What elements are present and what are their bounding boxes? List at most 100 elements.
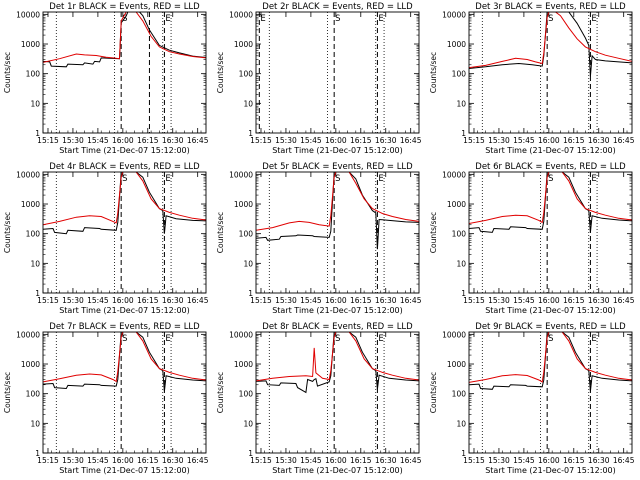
plot-frame — [468, 331, 633, 454]
marker-lines — [268, 172, 385, 293]
plot-frame — [42, 331, 207, 454]
y-tick-label: 10000 — [229, 10, 253, 19]
marker-label: E — [260, 14, 265, 24]
x-tick-label: 16:30 — [588, 136, 610, 145]
x-tick-label: 16:00 — [538, 136, 560, 145]
x-tick-label: 15:30 — [275, 456, 297, 465]
x-tick-label: 15:15 — [37, 296, 59, 305]
panel-title: Det 1r BLACK = Events, RED = LLD — [49, 2, 200, 12]
marker-label: E — [378, 334, 383, 344]
y-axis-label: Counts/sec — [3, 212, 12, 253]
x-tick-label: 16:00 — [112, 296, 134, 305]
y-tick-label: 10000 — [16, 330, 40, 339]
x-axis-label: Start Time (21-Dec-07 15:12:00) — [485, 146, 616, 155]
panel-det-8: Det 8r BLACK = Events, RED = LLD 1 10 100 10… — [216, 322, 422, 475]
x-tick-label: 16:15 — [350, 296, 372, 305]
y-tick-label: 1 — [461, 449, 466, 458]
x-tick-label: 15:15 — [250, 136, 272, 145]
x-tick-label: 16:15 — [137, 456, 159, 465]
x-tick-label: 16:00 — [325, 296, 347, 305]
y-tick-label: 10 — [456, 259, 466, 268]
y-tick-label: 10000 — [16, 170, 40, 179]
x-tick-label: 16:15 — [563, 136, 585, 145]
x-tick-label: 15:45 — [300, 456, 322, 465]
series-group — [469, 12, 632, 77]
y-axis-label: Counts/sec — [216, 212, 225, 253]
panel-det-6: Det 6r BLACK = Events, RED = LLD 1 10 100 10… — [429, 162, 635, 315]
series-group — [256, 172, 419, 250]
series-line-events — [469, 172, 632, 233]
panel-det-1: Det 1r BLACK = Events, RED = LLD 1 10 100 10… — [3, 2, 209, 155]
x-tick-label: 16:45 — [187, 456, 209, 465]
panel-title: Det 4r BLACK = Events, RED = LLD — [49, 162, 200, 172]
y-tick-label: 1 — [35, 129, 40, 138]
x-tick-label: 15:45 — [87, 136, 109, 145]
series-line-events — [256, 332, 419, 394]
series-group — [43, 332, 206, 392]
y-tick-label: 10 — [30, 99, 40, 108]
x-tick-label: 16:00 — [325, 136, 347, 145]
series-line-lld — [256, 332, 419, 382]
x-tick-label: 15:45 — [513, 456, 535, 465]
x-tick-label: 15:30 — [275, 136, 297, 145]
x-tick-label: 15:45 — [87, 296, 109, 305]
series-group — [469, 332, 632, 392]
panel-title: Det 7r BLACK = Events, RED = LLD — [49, 322, 200, 332]
x-tick-label: 16:00 — [112, 136, 134, 145]
x-tick-label: 15:30 — [62, 136, 84, 145]
x-tick-label: 15:30 — [62, 296, 84, 305]
panel-det-4: Det 4r BLACK = Events, RED = LLD 1 10 100 10… — [3, 162, 209, 315]
plot-frame — [255, 171, 420, 294]
y-axis-label: Counts/sec — [429, 52, 438, 93]
marker-lines — [481, 332, 598, 453]
y-tick-label: 10000 — [442, 10, 466, 19]
marker-label: S — [335, 14, 340, 24]
series-line-events — [469, 12, 632, 77]
x-tick-label: 15:45 — [513, 136, 535, 145]
x-tick-label: 16:45 — [613, 456, 635, 465]
y-tick-label: 10 — [456, 419, 466, 428]
y-tick-label: 100 — [452, 390, 467, 399]
x-tick-label: 16:30 — [375, 456, 397, 465]
x-axis-label: Start Time (21-Dec-07 15:12:00) — [485, 466, 616, 475]
x-tick-label: 16:45 — [187, 296, 209, 305]
marker-lines — [258, 12, 385, 133]
marker-label: S — [122, 334, 127, 344]
panel-det-5: Det 5r BLACK = Events, RED = LLD 1 10 100 10… — [216, 162, 422, 315]
marker-label: S — [335, 334, 340, 344]
y-tick-label: 10000 — [442, 170, 466, 179]
x-tick-label: 16:30 — [162, 456, 184, 465]
y-tick-label: 1000 — [447, 360, 466, 369]
x-tick-label: 16:30 — [162, 296, 184, 305]
y-tick-label: 1000 — [447, 40, 466, 49]
x-tick-label: 16:30 — [588, 296, 610, 305]
y-tick-label: 1000 — [234, 40, 253, 49]
x-tick-label: 16:00 — [325, 456, 347, 465]
plot-frame — [42, 11, 207, 134]
x-tick-label: 16:15 — [137, 296, 159, 305]
plot-frame — [255, 11, 420, 134]
marker-label: E — [378, 174, 383, 184]
y-tick-label: 10 — [243, 99, 253, 108]
x-tick-label: 16:15 — [137, 136, 159, 145]
y-tick-label: 10 — [30, 419, 40, 428]
marker-label: E — [591, 334, 596, 344]
marker-label: E — [591, 14, 596, 24]
plot-frame — [42, 171, 207, 294]
x-tick-label: 16:30 — [375, 136, 397, 145]
panel-title: Det 5r BLACK = Events, RED = LLD — [262, 162, 413, 172]
marker-label: E — [165, 334, 170, 344]
x-tick-label: 16:45 — [613, 296, 635, 305]
x-tick-label: 15:45 — [300, 296, 322, 305]
x-tick-label: 16:15 — [350, 136, 372, 145]
y-tick-label: 1 — [35, 289, 40, 298]
x-tick-label: 16:45 — [400, 296, 422, 305]
y-tick-label: 1 — [461, 129, 466, 138]
x-tick-label: 16:45 — [400, 456, 422, 465]
y-tick-label: 10 — [243, 259, 253, 268]
panel-title: Det 2r BLACK = Events, RED = LLD — [262, 2, 413, 12]
y-axis-label: Counts/sec — [216, 372, 225, 413]
x-tick-label: 16:15 — [350, 456, 372, 465]
series-line-lld — [43, 12, 206, 63]
